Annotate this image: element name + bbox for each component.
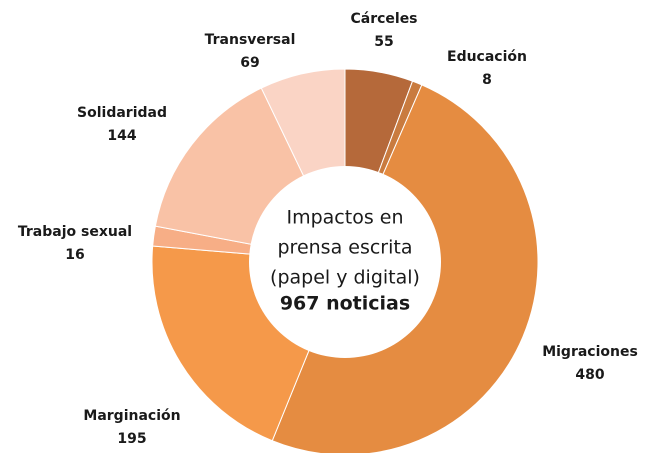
donut-hole xyxy=(249,166,441,358)
center-text: Impactos en xyxy=(286,207,403,229)
slice-label: Trabajo sexual xyxy=(18,224,132,240)
slice-value: 195 xyxy=(117,431,146,447)
slice-label: Cárceles xyxy=(350,11,417,27)
slice-value: 69 xyxy=(240,55,259,71)
slice-label: Marginación xyxy=(83,408,180,424)
slice-label: Solidaridad xyxy=(77,105,167,121)
slice-label: Migraciones xyxy=(542,344,638,360)
center-text: prensa escrita xyxy=(278,237,413,259)
labels: Cárceles 55 Educación 8 Migraciones 480 Margin… xyxy=(18,11,638,447)
center-total: 967 noticias xyxy=(280,293,410,315)
slice-value: 480 xyxy=(575,367,604,383)
slice-value: 16 xyxy=(65,247,84,263)
slice-value: 144 xyxy=(107,128,136,144)
slice-label: Transversal xyxy=(205,32,296,48)
slice-value: 8 xyxy=(482,72,492,88)
slice-label: Educación xyxy=(447,49,527,65)
center-text: (papel y digital) xyxy=(270,267,420,289)
slice-value: 55 xyxy=(374,34,393,50)
